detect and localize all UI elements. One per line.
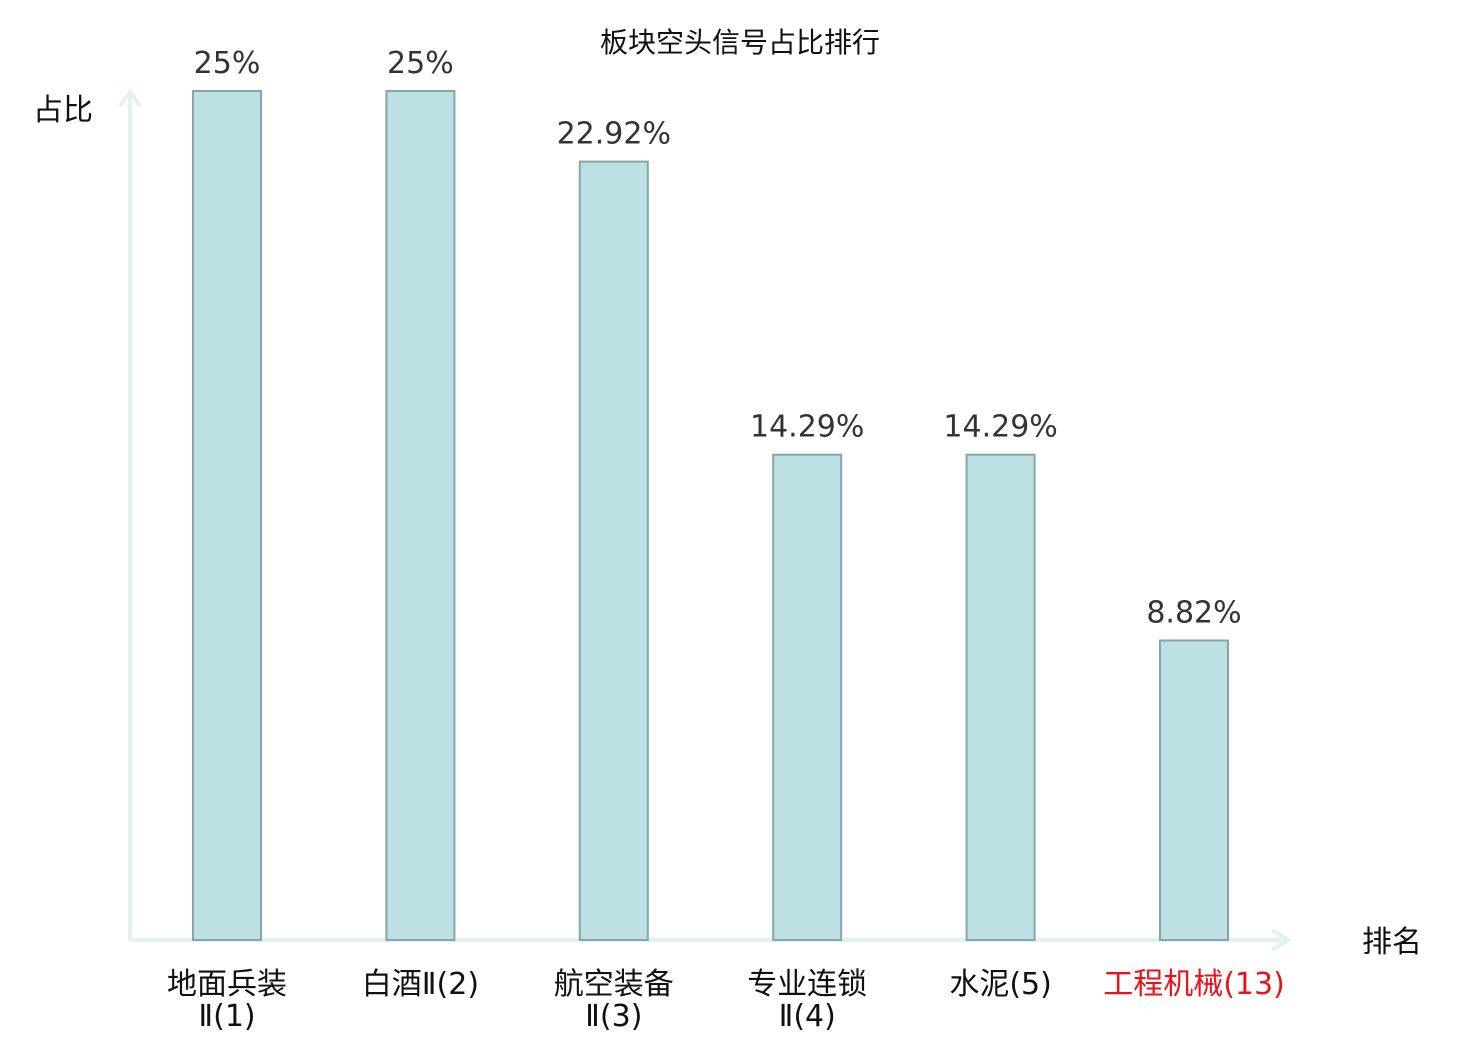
bar — [192, 90, 262, 941]
data-label: 8.82% — [1146, 596, 1241, 631]
category-tick-label: 专业连锁 — [747, 967, 867, 1002]
category-tick-label: 航空装备 — [554, 967, 674, 1002]
data-label: 22.92% — [557, 117, 671, 152]
category-tick-label: Ⅱ(3) — [585, 999, 642, 1034]
x-axis-arrow — [1270, 928, 1292, 952]
data-label: 14.29% — [943, 410, 1057, 445]
value-labels-group: 25% 25% 22.92% 14.29% 14.29% 8.82% — [194, 46, 1242, 631]
bar — [1159, 639, 1229, 941]
chart-title: 板块空头信号占比排行 — [600, 26, 880, 59]
bar — [772, 453, 843, 941]
category-tick-label: 工程机械(13) — [1103, 967, 1285, 1002]
category-tick-label: Ⅱ(4) — [779, 999, 836, 1034]
category-tick-label: 地面兵装 — [167, 967, 287, 1002]
category-tick-label: Ⅱ(1) — [198, 999, 255, 1034]
category-tick-label: 水泥(5) — [949, 967, 1052, 1002]
data-label: 25% — [387, 46, 454, 81]
category-tick-label: 白酒Ⅱ(2) — [362, 967, 479, 1002]
bar — [578, 160, 649, 942]
x-axis-label: 排名 — [1362, 925, 1422, 960]
y-axis-label: 占比 — [33, 93, 93, 128]
data-label: 14.29% — [750, 410, 864, 445]
bar — [965, 453, 1036, 941]
data-label: 25% — [194, 46, 261, 81]
bar — [385, 90, 456, 941]
y-axis-arrow — [118, 88, 142, 108]
bars-group — [192, 90, 1229, 942]
